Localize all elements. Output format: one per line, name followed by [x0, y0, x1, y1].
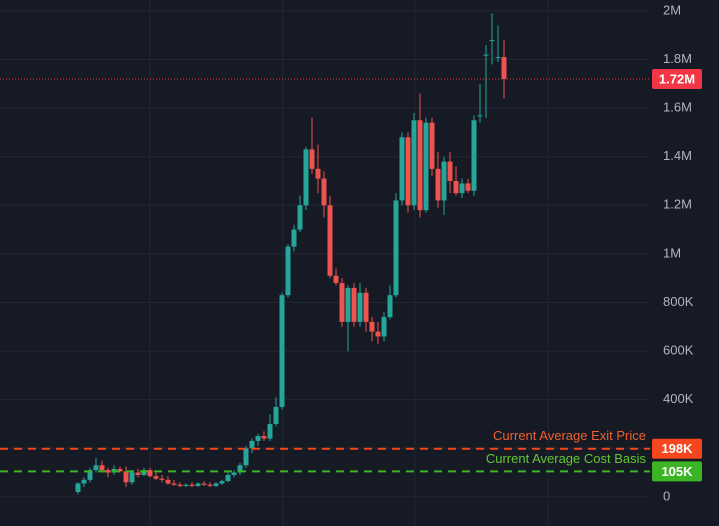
y-tick-label: 1.8M	[663, 51, 692, 66]
candle-body	[225, 474, 231, 482]
y-tick-label: 2M	[663, 2, 681, 17]
y-tick-label: 400K	[663, 391, 694, 406]
candle-body	[297, 205, 303, 230]
candle-body	[279, 295, 285, 407]
candle-body	[399, 137, 405, 201]
candle-body	[243, 448, 249, 466]
candle-body	[285, 246, 291, 296]
candle-body	[81, 479, 87, 484]
candle-body	[441, 161, 447, 201]
candle-body	[147, 470, 153, 477]
candle-body	[291, 229, 297, 247]
candle-body	[435, 168, 441, 201]
candle-body	[375, 331, 381, 337]
candle-body	[183, 484, 189, 486]
candle-body	[309, 149, 315, 169]
y-tick-label: 0	[663, 488, 670, 503]
candle-body	[117, 468, 123, 472]
candle-body	[321, 178, 327, 206]
reference-label-box	[652, 438, 702, 459]
candle-body	[501, 57, 507, 79]
candle-body	[201, 483, 207, 485]
candle-body	[459, 183, 465, 194]
y-tick-label: 600K	[663, 343, 694, 358]
reference-label: 105K	[661, 464, 693, 479]
candle-body	[207, 484, 213, 486]
vertical-grid	[149, 0, 549, 526]
reference-line-name: Current Average Exit Price	[493, 428, 646, 443]
candle-body	[369, 321, 375, 332]
candle-body	[387, 295, 393, 318]
price-label: 1.72M	[659, 71, 695, 86]
candle-body	[93, 465, 99, 471]
candle-body	[99, 465, 105, 471]
y-tick-label: 1.2M	[663, 197, 692, 212]
candle-body	[495, 57, 501, 59]
candle-body	[141, 470, 147, 475]
candle-body	[423, 122, 429, 211]
reference-label: 198K	[661, 441, 693, 456]
candle-body	[429, 122, 435, 169]
candle-body	[357, 292, 363, 322]
candle-body	[411, 120, 417, 206]
candle-body	[153, 476, 159, 479]
candle-body	[261, 436, 267, 439]
candle-body	[165, 479, 171, 484]
candle-body	[339, 283, 345, 322]
y-tick-label: 1.6M	[663, 100, 692, 115]
candle-body	[303, 149, 309, 206]
candle-body	[75, 483, 81, 492]
candle-body	[255, 436, 261, 441]
candle-body	[333, 275, 339, 284]
candle-body	[105, 470, 111, 473]
candle-body	[249, 440, 255, 449]
candle-body	[267, 423, 273, 439]
candle-body	[231, 472, 237, 475]
candle-body	[471, 120, 477, 191]
candle-body	[315, 168, 321, 179]
candle-body	[417, 120, 423, 211]
candle-body	[273, 406, 279, 424]
y-tick-label: 800K	[663, 294, 694, 309]
candle-body	[189, 484, 195, 486]
candle-body	[477, 115, 483, 117]
y-tick-label: 1.4M	[663, 148, 692, 163]
candle-body	[489, 40, 495, 42]
candle-body	[219, 481, 225, 484]
candle-body	[483, 54, 489, 56]
candle-body	[237, 465, 243, 473]
candle-body	[405, 137, 411, 206]
candle-body	[123, 471, 129, 483]
price-label-box	[652, 68, 702, 89]
candle-body	[393, 200, 399, 296]
candle-body	[327, 205, 333, 276]
candle-body	[363, 292, 369, 322]
candle-body	[171, 483, 177, 485]
candle-body	[345, 287, 351, 322]
reference-label-box	[652, 461, 702, 482]
candle-body	[177, 484, 183, 486]
candle-body	[129, 472, 135, 483]
candle-body	[195, 483, 201, 486]
candle-body	[447, 161, 453, 182]
candle-body	[159, 478, 165, 480]
candle-body	[213, 483, 219, 486]
candle-body	[465, 183, 471, 191]
candle-body	[87, 470, 93, 480]
y-tick-label: 1M	[663, 245, 681, 260]
candle-body	[135, 472, 141, 475]
reference-line-name: Current Average Cost Basis	[486, 451, 647, 466]
candle-body	[381, 317, 387, 337]
candle-body	[351, 287, 357, 322]
candle-body	[453, 181, 459, 194]
